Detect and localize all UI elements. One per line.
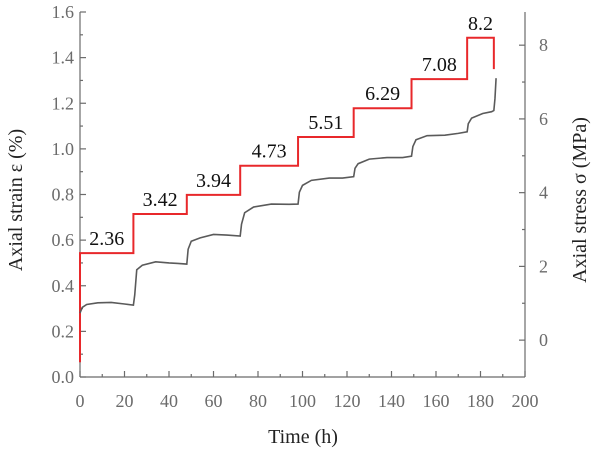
y-right-tick-label: 6 bbox=[539, 109, 548, 129]
stress-step-label: 3.94 bbox=[196, 170, 231, 192]
right-y-axis-title: Axial stress σ (MPa) bbox=[569, 117, 591, 283]
y-left-tick-label: 0.4 bbox=[52, 276, 75, 296]
x-tick-label: 80 bbox=[249, 391, 267, 411]
x-tick-label: 140 bbox=[378, 391, 405, 411]
stress-step-label: 8.2 bbox=[468, 13, 493, 35]
y-left-tick-label: 1.0 bbox=[52, 139, 75, 159]
stress-step-label: 2.36 bbox=[89, 228, 124, 250]
stress-step-label: 5.51 bbox=[308, 112, 343, 134]
x-tick-label: 100 bbox=[289, 391, 316, 411]
y-left-tick-label: 0.0 bbox=[52, 367, 75, 387]
y-right-tick-label: 0 bbox=[539, 330, 548, 350]
stress-step-label: 4.73 bbox=[252, 141, 287, 163]
x-tick-label: 160 bbox=[423, 391, 450, 411]
x-tick-label: 60 bbox=[205, 391, 223, 411]
x-tick-label: 0 bbox=[76, 391, 85, 411]
stress-step-label: 3.42 bbox=[143, 189, 178, 211]
strain-series-line bbox=[79, 78, 497, 314]
y-right-tick-label: 4 bbox=[539, 183, 548, 203]
annotations: 2.36 3.42 3.94 4.73 5.51 6.29 7.08 8.2 bbox=[89, 13, 493, 250]
y-right-tick-label: 2 bbox=[539, 256, 548, 276]
stress-series-line bbox=[79, 36, 495, 363]
x-axis-title: Time (h) bbox=[268, 426, 338, 448]
y-left-tick-label: 0.8 bbox=[52, 185, 75, 205]
y-left-tick-label: 0.6 bbox=[52, 230, 75, 250]
x-tick-label: 20 bbox=[116, 391, 134, 411]
y-left-tick-label: 1.6 bbox=[52, 2, 75, 22]
x-tick-label: 200 bbox=[512, 391, 539, 411]
y-right-tick-label: 8 bbox=[539, 35, 548, 55]
y-left-tick-label: 1.4 bbox=[52, 48, 75, 68]
x-tick-label: 120 bbox=[334, 391, 361, 411]
left-y-axis-title: Axial strain ε (%) bbox=[5, 129, 27, 271]
y-left-tick-label: 0.2 bbox=[52, 321, 75, 341]
stress-step-label: 7.08 bbox=[422, 54, 457, 76]
x-tick-label: 40 bbox=[160, 391, 178, 411]
y-left-tick-label: 1.2 bbox=[52, 93, 75, 113]
x-tick-label: 180 bbox=[467, 391, 494, 411]
stress-step-label: 6.29 bbox=[365, 83, 400, 105]
ticks: 0 20 40 60 80 100 120 140 160 180 2000.00.20.40.60… bbox=[52, 2, 549, 411]
series-group bbox=[79, 36, 497, 363]
